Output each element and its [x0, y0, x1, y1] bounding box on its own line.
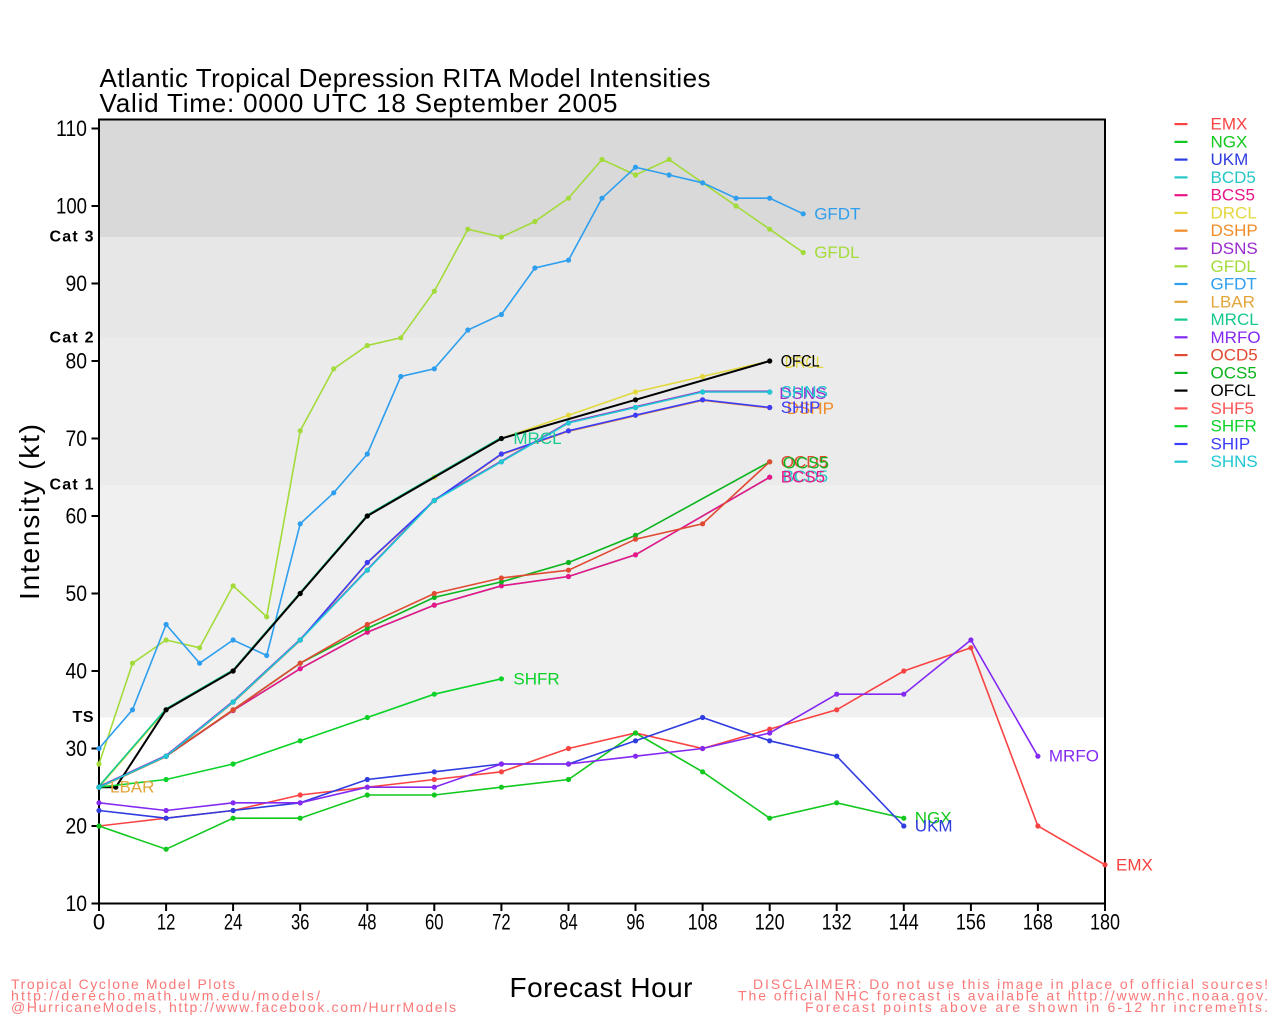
svg-text:80: 80	[66, 349, 88, 374]
svg-text:110: 110	[56, 116, 87, 141]
svg-text:96: 96	[626, 910, 645, 935]
svg-text:MRFO: MRFO	[1049, 747, 1099, 766]
svg-text:TS: TS	[73, 709, 94, 726]
svg-text:GFDL: GFDL	[1211, 257, 1256, 276]
svg-text:SHFR: SHFR	[1211, 417, 1257, 436]
svg-text:108: 108	[688, 910, 718, 935]
svg-text:Cat 2: Cat 2	[50, 329, 94, 346]
svg-text:36: 36	[291, 910, 310, 935]
svg-text:http://derecho.math.uwm.edu/mo: http://derecho.math.uwm.edu/models/	[11, 988, 320, 1004]
svg-text:48: 48	[358, 910, 377, 935]
svg-text:60: 60	[425, 910, 444, 935]
svg-text:Valid Time: 0000 UTC 18 Septem: Valid Time: 0000 UTC 18 September 2005	[100, 88, 618, 118]
svg-text:156: 156	[956, 910, 986, 935]
svg-text:SHF5: SHF5	[1211, 399, 1254, 418]
svg-text:SHNS: SHNS	[1211, 452, 1258, 471]
svg-text:90: 90	[66, 271, 88, 296]
svg-text:60: 60	[66, 504, 88, 529]
svg-text:OCD5: OCD5	[1211, 346, 1258, 365]
svg-text:DSHP: DSHP	[1211, 221, 1258, 240]
svg-text:132: 132	[822, 910, 852, 935]
svg-text:NGX: NGX	[915, 809, 952, 828]
svg-text:Atlantic Tropical Depression R: Atlantic Tropical Depression RITA Model …	[100, 63, 711, 93]
svg-text:DSNS: DSNS	[1211, 239, 1258, 258]
svg-text:BCS5: BCS5	[781, 468, 825, 487]
svg-text:BCD5: BCD5	[1211, 168, 1256, 187]
svg-text:NGX: NGX	[1211, 132, 1248, 151]
svg-text:20: 20	[66, 814, 88, 839]
svg-text:12: 12	[157, 910, 176, 935]
svg-text:DRCL: DRCL	[1211, 203, 1257, 222]
svg-text:Cat 1: Cat 1	[50, 477, 94, 494]
svg-text:MRCL: MRCL	[513, 429, 561, 448]
svg-text:DISCLAIMER: Do not use this im: DISCLAIMER: Do not use this image in pla…	[753, 976, 1268, 992]
svg-text:70: 70	[66, 426, 88, 451]
svg-text:LBAR: LBAR	[110, 778, 154, 797]
svg-text:MRCL: MRCL	[1211, 310, 1259, 329]
svg-text:GFDL: GFDL	[814, 243, 859, 262]
svg-text:OCS5: OCS5	[1211, 363, 1257, 382]
svg-text:0: 0	[93, 910, 105, 935]
svg-text:SHIP: SHIP	[1211, 435, 1251, 454]
svg-text:OFCL: OFCL	[1211, 381, 1256, 400]
svg-text:UKM: UKM	[915, 817, 953, 836]
svg-text:DSHP: DSHP	[787, 399, 834, 418]
svg-text:72: 72	[492, 910, 511, 935]
svg-text:168: 168	[1023, 910, 1053, 935]
svg-text:SHNS: SHNS	[781, 383, 828, 402]
svg-text:LBAR: LBAR	[1211, 292, 1255, 311]
svg-text:30: 30	[66, 736, 88, 761]
svg-text:EMX: EMX	[1116, 855, 1153, 874]
svg-text:The official NHC forecast is a: The official NHC forecast is available a…	[738, 988, 1268, 1004]
svg-text:BCS5: BCS5	[1211, 186, 1255, 205]
svg-text:24: 24	[224, 910, 243, 935]
svg-text:84: 84	[559, 910, 578, 935]
svg-text:Forecast Hour: Forecast Hour	[510, 972, 693, 1003]
svg-text:Cat 3: Cat 3	[50, 229, 94, 246]
svg-text:EMX: EMX	[1211, 115, 1248, 134]
svg-text:MRFO: MRFO	[1211, 328, 1261, 347]
svg-text:BCD5: BCD5	[783, 467, 828, 486]
svg-text:DRCL: DRCL	[785, 353, 824, 372]
svg-text:UKM: UKM	[1211, 150, 1249, 169]
svg-text:DSNS: DSNS	[779, 384, 826, 403]
svg-text:100: 100	[56, 194, 87, 219]
svg-text:SHFR: SHFR	[513, 669, 559, 688]
svg-text:OCS5: OCS5	[783, 453, 829, 472]
svg-text:GFDT: GFDT	[814, 204, 860, 223]
svg-text:OFCL: OFCL	[781, 352, 820, 371]
svg-text:120: 120	[755, 910, 785, 935]
svg-text:OCD5: OCD5	[781, 452, 828, 471]
svg-text:GFDT: GFDT	[1211, 275, 1257, 294]
svg-text:180: 180	[1090, 910, 1120, 935]
svg-text:@HurricaneModels, http://www.f: @HurricaneModels, http://www.facebook.co…	[11, 999, 456, 1015]
svg-text:SHIP: SHIP	[781, 398, 821, 417]
svg-text:10: 10	[66, 891, 88, 916]
svg-text:40: 40	[66, 659, 88, 684]
svg-text:50: 50	[66, 581, 88, 606]
svg-text:144: 144	[889, 910, 919, 935]
svg-text:Intensity (kt): Intensity (kt)	[14, 424, 45, 600]
